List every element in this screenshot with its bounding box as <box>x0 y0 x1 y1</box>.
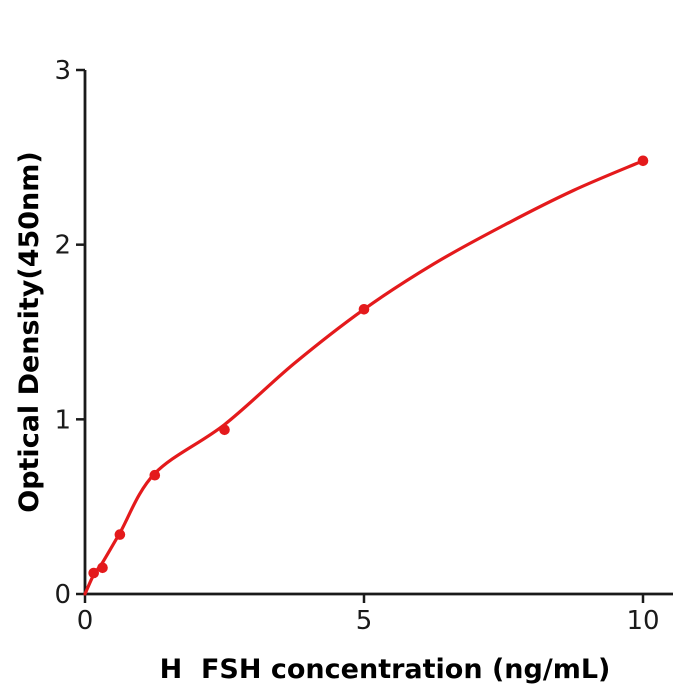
y-tick-label: 1 <box>54 405 71 435</box>
data-point <box>97 562 108 574</box>
axis-ticks: 0 5 10 0 1 2 3 <box>54 56 659 636</box>
data-point <box>149 469 161 481</box>
y-axis-title: Optical Density(450nm) <box>14 151 45 513</box>
fit-curve-line <box>83 159 645 596</box>
x-axis-title: H FSH concentration (ng/mL) <box>160 654 611 685</box>
y-tick-label: 0 <box>54 580 71 610</box>
data-point <box>114 529 126 540</box>
y-tick-label: 2 <box>54 231 71 261</box>
data-points-group <box>88 155 649 579</box>
y-tick-label: 3 <box>54 56 71 86</box>
x-tick-label: 0 <box>77 606 94 636</box>
axes <box>83 70 673 596</box>
data-point <box>219 424 230 436</box>
data-point <box>88 567 99 579</box>
data-point <box>358 304 370 315</box>
x-tick-label: 10 <box>626 606 659 636</box>
data-point <box>637 155 649 167</box>
x-tick-label: 5 <box>356 606 373 636</box>
